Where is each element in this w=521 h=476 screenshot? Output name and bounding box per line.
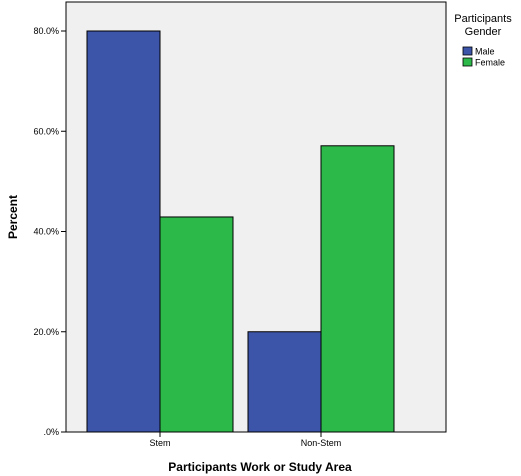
bar-male-non-stem <box>247 331 322 433</box>
bar-female-stem <box>159 216 234 433</box>
y-tick-label: .0% <box>43 427 59 437</box>
bars-group <box>86 30 395 433</box>
bar-female-non-stem <box>320 145 395 433</box>
y-tick-label: 60.0% <box>33 126 59 136</box>
x-axis-title: Participants Work or Study Area <box>168 460 352 474</box>
y-tick-label: 20.0% <box>33 327 59 337</box>
x-tick-label: Non-Stem <box>301 438 342 448</box>
legend-swatch-male <box>462 46 473 56</box>
x-axis: Stem Non-Stem <box>149 432 341 448</box>
legend-title-line-2: Gender <box>465 26 502 38</box>
legend-title-line-1: Participants <box>454 13 512 25</box>
y-axis: .0% 20.0% 40.0% 60.0% 80.0% <box>33 26 66 437</box>
y-tick-label: 40.0% <box>33 227 59 237</box>
legend-label-female: Female <box>475 58 505 68</box>
x-tick-label: Stem <box>149 438 170 448</box>
y-tick-label: 80.0% <box>33 26 59 36</box>
legend-label-male: Male <box>475 47 495 57</box>
y-axis-title: Percent <box>6 195 20 239</box>
legend-swatch-female <box>462 57 473 67</box>
bar-male-stem <box>86 30 161 433</box>
